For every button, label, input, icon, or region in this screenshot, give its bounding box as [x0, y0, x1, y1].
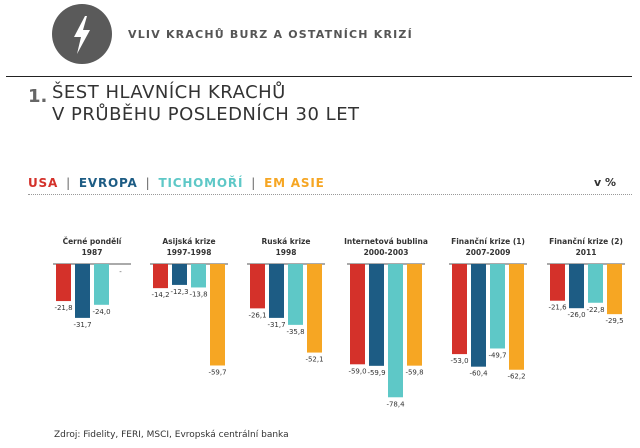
headline: ŠEST HLAVNÍCH KRACHŮ V PRŮBĚHU POSLEDNÍC… — [52, 82, 360, 126]
bar-label: -59,8 — [405, 369, 423, 377]
group-title: Finanční krize (2) — [549, 237, 623, 246]
bar-label: -21,6 — [548, 304, 567, 312]
bar-em-asie — [607, 264, 622, 315]
bar-label: -21,8 — [54, 304, 72, 312]
legend: USA | EVROPA | TICHOMOŘÍ | EM ASIE — [28, 176, 325, 190]
bar-label: -26,1 — [248, 311, 266, 319]
bar-evropa — [172, 264, 187, 285]
group-years: 1987 — [82, 248, 103, 257]
legend-evropa: EVROPA — [78, 176, 138, 190]
top-banner: VLIV KRACHŮ BURZ A OSTATNÍCH KRIZÍ — [0, 0, 640, 78]
bar-tichomoří — [191, 264, 206, 288]
bar-em-asie — [210, 264, 225, 366]
bar-label: -59,9 — [367, 369, 385, 377]
bar-label: - — [119, 268, 122, 276]
source-note: Zdroj: Fidelity, FERI, MSCI, Evropská ce… — [54, 430, 289, 440]
bar-em-asie — [509, 264, 524, 370]
bar-tichomoří — [388, 264, 403, 398]
bar-em-asie — [307, 264, 322, 353]
group-years: 2000-2003 — [364, 248, 409, 257]
bar-em-asie — [407, 264, 422, 366]
bar-tichomoří — [588, 264, 603, 303]
group-years: 1998 — [276, 248, 297, 257]
bar-label: -12,3 — [170, 288, 188, 296]
legend-usa: USA — [28, 176, 59, 190]
bar-tichomoří — [94, 264, 109, 305]
group-title: Černé pondělí — [63, 237, 122, 246]
bar-usa — [550, 264, 565, 301]
bar-label: -22,8 — [586, 306, 604, 314]
group-years: 2007-2009 — [466, 248, 511, 257]
bar-label: -59,0 — [348, 367, 366, 375]
bar-evropa — [269, 264, 284, 318]
header-rule — [6, 76, 632, 77]
bar-label: -31,7 — [73, 321, 91, 329]
bar-label: -35,8 — [286, 328, 304, 336]
bar-usa — [56, 264, 71, 302]
legend-divider — [28, 194, 632, 195]
legend-tichomori: TICHOMOŘÍ — [158, 176, 244, 190]
group-title: Ruská krize — [262, 237, 311, 246]
group-title: Internetová bublina — [344, 237, 428, 246]
group-years: 1997-1998 — [167, 248, 212, 257]
bar-label: -31,7 — [267, 321, 285, 329]
bar-label: -78,4 — [386, 400, 405, 408]
headline-line-1: ŠEST HLAVNÍCH KRACHŮ — [52, 82, 286, 103]
bar-evropa — [75, 264, 90, 318]
group-title: Finanční krize (1) — [451, 237, 525, 246]
bar-tichomoří — [288, 264, 303, 325]
bar-usa — [250, 264, 265, 309]
legend-separator: | — [251, 176, 257, 190]
lightning-icon — [52, 4, 112, 64]
section-number: 1. — [28, 86, 48, 107]
bar-label: -62,2 — [507, 373, 525, 381]
banner-title: VLIV KRACHŮ BURZ A OSTATNÍCH KRIZÍ — [128, 28, 413, 41]
bar-label: -29,5 — [605, 317, 623, 325]
bar-label: -49,7 — [488, 351, 506, 359]
bar-evropa — [569, 264, 584, 309]
bar-usa — [452, 264, 467, 355]
bar-label: -14,2 — [151, 291, 169, 299]
bar-usa — [153, 264, 168, 289]
bar-label: -24,0 — [92, 308, 110, 316]
group-title: Asijská krize — [162, 237, 215, 246]
bar-label: -26,0 — [567, 311, 585, 319]
bar-label: -52,1 — [305, 356, 323, 364]
unit-label: v % — [594, 176, 617, 189]
bar-evropa — [369, 264, 384, 366]
bar-usa — [350, 264, 365, 365]
legend-separator: | — [145, 176, 151, 190]
bar-evropa — [471, 264, 486, 367]
headline-line-2: V PRŮBĚHU POSLEDNÍCH 30 LET — [52, 104, 360, 125]
legend-separator: | — [66, 176, 71, 190]
bar-label: -13,8 — [189, 290, 207, 298]
bar-tichomoří — [490, 264, 505, 349]
bar-label: -53,0 — [450, 357, 468, 365]
legend-em-asie: EM ASIE — [264, 176, 325, 190]
bar-label: -59,7 — [208, 368, 226, 376]
bar-label: -60,4 — [469, 370, 488, 378]
group-years: 2011 — [576, 248, 597, 257]
